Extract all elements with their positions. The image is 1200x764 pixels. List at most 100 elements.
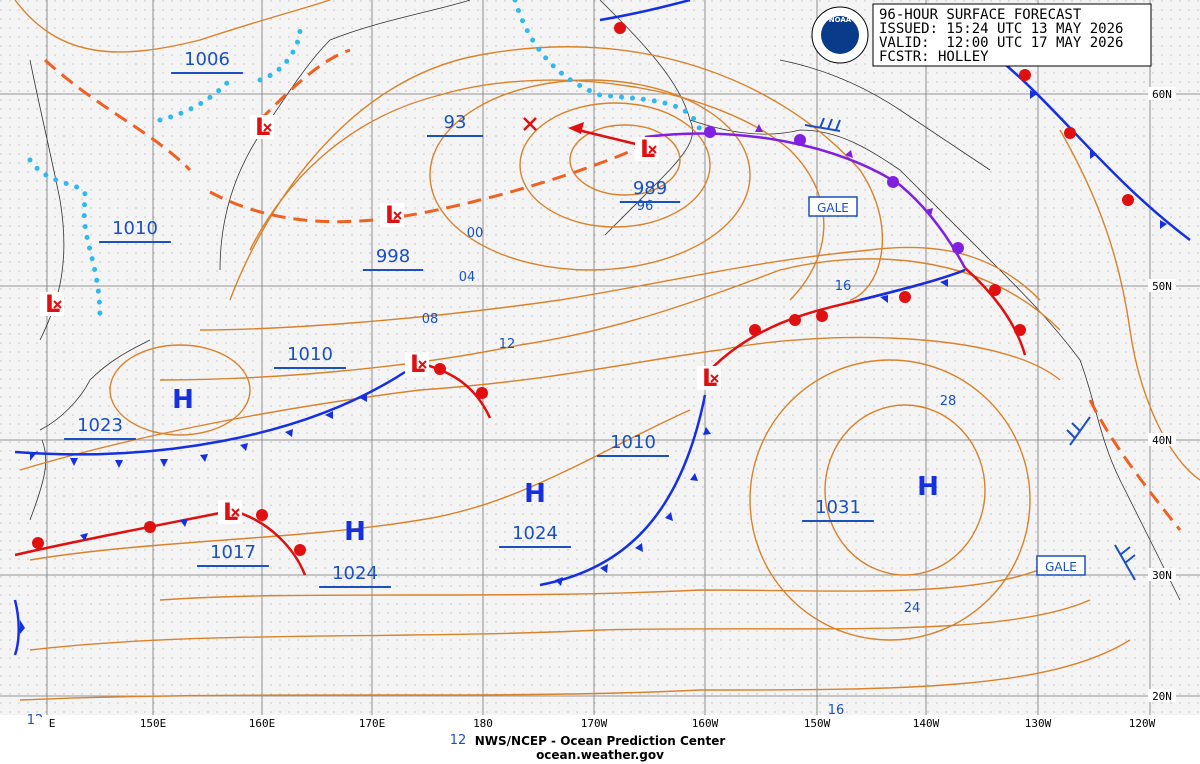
header-line: FCSTR: HOLLEY xyxy=(879,49,989,65)
latitude-label-bg xyxy=(1148,87,1176,100)
header-line: ISSUED: 15:24 UTC 13 MAY 2026 xyxy=(879,21,1123,37)
isobar-label: 24 xyxy=(904,601,921,616)
labels: 1006 93 1010 998 989 1010 1023 1010 1017 1024 1024… xyxy=(27,49,1176,748)
isobar-label: 12 xyxy=(450,733,467,748)
longitude-label: 160W xyxy=(692,717,719,730)
latitude-label-bg xyxy=(1148,433,1176,446)
longitude-label: 180 xyxy=(473,717,493,730)
longitude-label-bg xyxy=(35,717,69,730)
latitude-label-bg xyxy=(1148,689,1176,702)
low-center: L xyxy=(255,113,270,141)
troughs xyxy=(43,48,1182,531)
longitude-label: 150W xyxy=(804,717,831,730)
warning-box xyxy=(1036,555,1086,576)
isobar-label: 28 xyxy=(940,394,957,409)
warning-label: GALE xyxy=(817,201,849,215)
pressure-label: 989 xyxy=(633,178,667,199)
pressure-label: 1006 xyxy=(184,49,230,70)
low-marker-bg xyxy=(218,500,242,524)
fronts xyxy=(13,0,1191,656)
wind-barbs xyxy=(804,117,1136,581)
low-cross xyxy=(263,123,272,132)
low-marker-bg xyxy=(635,137,659,161)
isobar-label: 12 xyxy=(499,337,516,352)
longitude-label-bg xyxy=(355,717,389,730)
longitude-label-bg xyxy=(1021,717,1055,730)
longitude-label: 140W xyxy=(913,717,940,730)
pressure-label: 1024 xyxy=(332,563,378,584)
low-cross xyxy=(53,300,62,309)
longitude-label-bg xyxy=(466,717,500,730)
pressure-label: 1010 xyxy=(610,432,656,453)
warning-label: GALE xyxy=(1045,560,1077,574)
low-cross xyxy=(231,508,240,517)
pressure-label: 1010 xyxy=(112,218,158,239)
pressure-label: 1031 xyxy=(815,497,861,518)
longitude-label-bg xyxy=(800,717,834,730)
low-center: L xyxy=(702,364,717,392)
latitude-label: 30N xyxy=(1152,569,1172,582)
longitude-label: E xyxy=(49,717,56,730)
longitude-label-bg xyxy=(577,717,611,730)
latitude-label: 40N xyxy=(1152,434,1172,447)
isobar-label: 16 xyxy=(828,703,845,718)
longitude-label: 150E xyxy=(140,717,167,730)
header-line: VALID: 12:00 UTC 17 MAY 2026 xyxy=(879,35,1123,51)
isobar-label: 16 xyxy=(835,279,852,294)
footer-agency: NWS/NCEP - Ocean Prediction Center xyxy=(475,734,726,748)
longitude-label-bg xyxy=(688,717,722,730)
dot-grid xyxy=(0,0,1200,715)
low-cross xyxy=(710,374,719,383)
pressure-label: 1024 xyxy=(512,523,558,544)
low-center: L xyxy=(410,350,425,378)
footer-url: ocean.weather.gov xyxy=(536,748,664,762)
longitude-label: 120W xyxy=(1129,717,1156,730)
isobar-label: 96 xyxy=(637,199,654,214)
longitude-label: 170E xyxy=(359,717,386,730)
latitude-label-bg xyxy=(1148,279,1176,292)
pressure-label: 1017 xyxy=(210,542,256,563)
latitude-label: 60N xyxy=(1152,88,1172,101)
coastlines xyxy=(29,0,1181,601)
low-cross xyxy=(393,211,402,220)
isobar-label: 04 xyxy=(459,270,476,285)
high-center: H xyxy=(524,479,546,509)
latitude-label-bg xyxy=(1148,568,1176,581)
pressure-label: 1010 xyxy=(287,344,333,365)
low-center: L xyxy=(45,290,60,318)
low-center: L xyxy=(640,135,655,163)
logo-inner xyxy=(821,16,859,54)
pressure-label: 93 xyxy=(444,112,467,133)
high-center: H xyxy=(344,517,366,547)
longitude-label-bg xyxy=(245,717,279,730)
longitude-label-bg xyxy=(136,717,170,730)
logo-text: NOAA xyxy=(829,16,852,24)
low-center: L xyxy=(385,201,400,229)
warning-box xyxy=(808,196,858,217)
longitude-label-bg xyxy=(1125,717,1159,730)
high-center: H xyxy=(172,385,194,415)
longitude-label: 160E xyxy=(249,717,276,730)
pressure-label: 998 xyxy=(376,246,410,267)
longitude-label: 130W xyxy=(1025,717,1052,730)
low-marker-bg xyxy=(40,292,64,316)
latitude-label: 50N xyxy=(1152,280,1172,293)
longitude-label-bg xyxy=(909,717,943,730)
pressure-label: 1023 xyxy=(77,415,123,436)
low-center: L xyxy=(223,498,238,526)
low-cross xyxy=(418,360,427,369)
latitude-label: 20N xyxy=(1152,690,1172,703)
high-center: H xyxy=(917,472,939,502)
movement-arrow xyxy=(523,117,641,147)
ice-edge xyxy=(27,0,703,323)
low-marker-bg xyxy=(405,352,429,376)
isobar-label: 00 xyxy=(467,226,484,241)
longitude-label: 170W xyxy=(581,717,608,730)
low-cross xyxy=(648,145,657,154)
header-line: 96-HOUR SURFACE FORECAST xyxy=(879,7,1082,23)
low-marker-bg xyxy=(697,366,721,390)
low-marker-bg xyxy=(380,203,404,227)
low-marker-bg xyxy=(250,115,274,139)
isobars xyxy=(14,0,1200,701)
